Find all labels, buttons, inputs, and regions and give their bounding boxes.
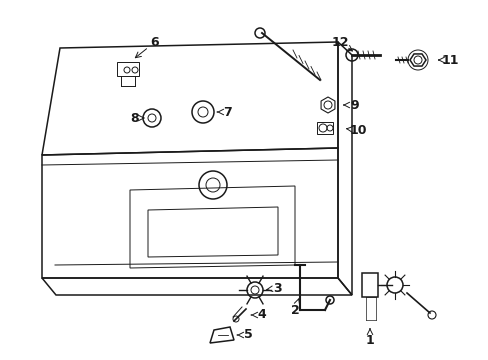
Text: 4: 4 — [257, 309, 266, 321]
Text: 6: 6 — [150, 36, 159, 49]
Text: 9: 9 — [350, 99, 359, 112]
Text: 1: 1 — [365, 333, 374, 346]
Text: 3: 3 — [273, 282, 282, 294]
Text: 11: 11 — [440, 54, 458, 67]
Text: 8: 8 — [130, 112, 139, 125]
Text: 12: 12 — [330, 36, 348, 49]
Text: 10: 10 — [348, 123, 366, 136]
Text: 2: 2 — [290, 303, 299, 316]
Text: 5: 5 — [243, 328, 252, 342]
Text: 7: 7 — [223, 105, 232, 118]
